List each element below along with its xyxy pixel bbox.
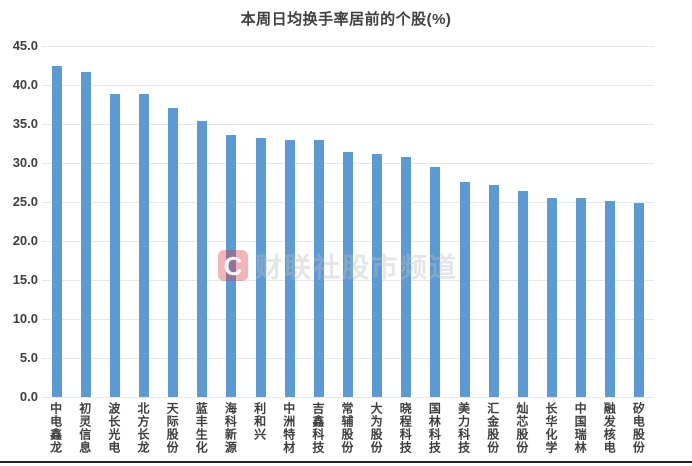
bar: [51, 66, 62, 397]
x-axis-category-label: 常辅股份: [340, 402, 354, 454]
x-axis-category-label: 波长光电: [106, 402, 121, 454]
bar: [255, 138, 266, 397]
y-axis-tick-label: 15.0: [12, 272, 38, 287]
bar: [547, 198, 557, 397]
x-axis-category-label: 汇金股份: [485, 402, 500, 454]
bar: [634, 202, 645, 397]
x-axis-category-label: 利和兴: [252, 402, 267, 441]
x-axis-category-label: 吉鑫科技: [310, 402, 325, 454]
x-axis-category-label: 中国瑞林: [573, 402, 588, 454]
y-axis-tick-label: 0.0: [19, 389, 38, 404]
gridline: [42, 123, 654, 125]
y-axis-tick-label: 40.0: [12, 77, 38, 92]
y-axis-tick-label: 25.0: [12, 194, 38, 209]
y-axis-tick-label: 10.0: [12, 311, 38, 326]
x-axis-category-label: 矽电股份: [631, 402, 646, 454]
x-axis-category-label: 长华化学: [544, 402, 558, 454]
x-axis-category-label: 天际股份: [165, 402, 180, 454]
bar: [197, 120, 208, 397]
bar: [517, 191, 528, 397]
bar: [109, 93, 120, 397]
x-axis-category-label: 晓程科技: [398, 402, 413, 454]
bar: [139, 94, 149, 397]
bottom-border-line: [0, 461, 692, 463]
bar: [488, 184, 499, 397]
bar: [401, 156, 412, 397]
x-axis-category-label: 大为股份: [369, 402, 384, 454]
y-axis-tick-label: 5.0: [19, 350, 38, 365]
x-axis-category-label: 中电鑫龙: [48, 402, 63, 454]
x-axis-category-label: 海科新源: [223, 402, 238, 454]
y-axis-tick-label: 45.0: [12, 38, 38, 53]
y-axis-tick-label: 35.0: [12, 116, 38, 131]
bar: [576, 198, 587, 397]
bar: [284, 140, 295, 397]
bar: [430, 166, 441, 397]
gridline: [42, 45, 654, 47]
bar: [459, 181, 470, 397]
y-axis-tick-label: 30.0: [12, 155, 38, 170]
gridline: [42, 84, 654, 86]
bar: [372, 154, 383, 397]
x-axis-category-label: 融发核电: [602, 402, 617, 454]
x-axis-category-label: 初灵信息: [77, 402, 92, 454]
x-axis-category-label: 灿芯股份: [514, 402, 529, 454]
x-axis-category-label: 中洲特材: [281, 402, 296, 454]
x-axis-category-label: 国林科技: [427, 402, 442, 454]
x-axis-category-label: 蓝丰生化: [194, 402, 209, 454]
bar: [313, 140, 324, 397]
bar: [605, 201, 616, 397]
gridline: [42, 396, 654, 398]
x-axis-category-label: 北方长龙: [136, 402, 150, 454]
bar: [226, 134, 237, 397]
chart-title: 本周日均换手率居前的个股(%): [240, 11, 452, 28]
x-axis-category-label: 美力科技: [456, 402, 471, 454]
bar: [343, 152, 353, 397]
bar: [168, 108, 179, 397]
bar: [80, 71, 91, 397]
y-axis-tick-label: 20.0: [12, 233, 38, 248]
